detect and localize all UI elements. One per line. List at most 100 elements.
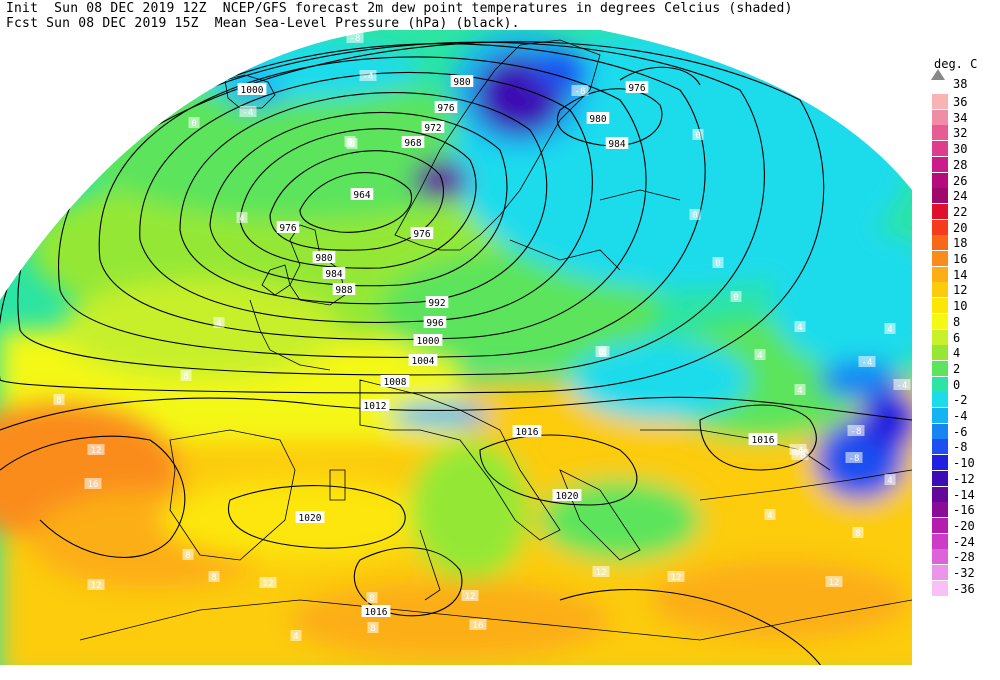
legend-top-label: 38 xyxy=(953,77,968,91)
dewpoint-label: -8 xyxy=(575,87,586,97)
dewpoint-label-bg xyxy=(344,136,356,147)
legend-label: 20 xyxy=(953,220,968,235)
legend-swatch xyxy=(932,549,948,565)
isobar-label: 996 xyxy=(426,318,443,329)
dewpoint-label: 4 xyxy=(887,476,892,486)
legend-title: deg. C xyxy=(934,57,978,71)
legend-swatch xyxy=(932,470,948,486)
isobar-label: 976 xyxy=(413,229,430,240)
dewpoint-label: 12 xyxy=(465,592,476,602)
isobar-label: 1016 xyxy=(365,607,388,618)
isobar-label-bg xyxy=(450,75,474,87)
dewpoint-label-bg xyxy=(847,425,865,436)
dewpoint-label: 0 xyxy=(347,138,352,148)
dewpoint-label: 0 xyxy=(191,119,196,129)
dewpoint-label: 4 xyxy=(887,325,892,335)
legend-label: -4 xyxy=(953,409,968,423)
dewpoint-label: -4 xyxy=(243,108,254,118)
dewpoint-label: 0 xyxy=(598,348,603,358)
isobar-label-bg xyxy=(625,81,649,93)
legend-swatch xyxy=(932,203,948,219)
isobar-label-bg xyxy=(237,83,267,95)
isobar-label-bg xyxy=(295,511,325,523)
dewpoint-label-bg xyxy=(592,566,610,577)
dewpoint-label: -8 xyxy=(849,454,860,464)
legend-label: 2 xyxy=(953,361,961,376)
legend-swatch xyxy=(932,580,948,596)
legend-label: -8 xyxy=(953,440,968,455)
isobar-label-bg xyxy=(413,334,443,346)
dewpoint-label-bg xyxy=(852,527,864,538)
isobar-label: 964 xyxy=(353,190,370,201)
legend-swatch xyxy=(932,298,948,314)
isobar-label-bg xyxy=(552,489,582,501)
legend-label: -16 xyxy=(953,503,975,518)
dewpoint-label: 4 xyxy=(239,214,244,224)
dewpoint-label-bg xyxy=(571,85,589,96)
dewpoint-label: 4 xyxy=(293,632,298,642)
legend-swatch xyxy=(932,156,948,172)
dewpoint-label-bg xyxy=(259,577,277,588)
legend-label: 22 xyxy=(953,204,968,219)
isobar-label: 1020 xyxy=(556,491,579,502)
dewpoint-label-bg xyxy=(794,384,806,395)
dewpoint-label-bg xyxy=(884,323,896,334)
dewpoint-label: -8 xyxy=(350,34,361,44)
isobar-label: 992 xyxy=(428,298,445,309)
dewpoint-label-bg xyxy=(794,321,806,332)
dewpoint-label: 12 xyxy=(91,581,102,591)
isobar-label: 972 xyxy=(424,123,441,134)
isobar-label: 976 xyxy=(279,223,296,234)
dewpoint-label-bg xyxy=(692,129,704,140)
isobar-label-bg xyxy=(380,375,410,387)
legend-swatch xyxy=(932,486,948,502)
isobar-label-bg xyxy=(276,221,300,233)
isobar-label-bg xyxy=(401,136,425,148)
dewpoint-label-bg xyxy=(53,394,65,405)
dewpoint-label-bg xyxy=(346,32,364,43)
dewpoint-label-bg xyxy=(366,592,378,603)
legend-label: 18 xyxy=(953,236,968,251)
dewpoint-label-bg xyxy=(461,590,479,601)
legend-swatch xyxy=(932,376,948,392)
legend-swatch xyxy=(932,502,948,518)
dewpoint-label: -4 xyxy=(241,46,252,56)
legend-label: 0 xyxy=(953,377,961,392)
dewpoint-label-bg xyxy=(180,370,192,381)
isobar-label: 1000 xyxy=(417,336,440,347)
dewpoint-label-bg xyxy=(236,212,248,223)
header-forecast-line: Fcst Sun 08 DEC 2019 15Z Mean Sea-Level … xyxy=(6,16,520,31)
dewpoint-label: 4 xyxy=(757,351,762,361)
isobar-label: 984 xyxy=(325,269,342,280)
dewpoint-label: 8 xyxy=(183,372,188,382)
dewpoint-label: 4 xyxy=(767,511,772,521)
dewpoint-label: 16 xyxy=(473,621,484,631)
isobar-label: 1016 xyxy=(752,435,775,446)
dewpoint-label: 4 xyxy=(797,323,802,333)
legend-swatch xyxy=(932,141,948,157)
legend-swatch xyxy=(932,533,948,549)
legend-label: 4 xyxy=(953,346,961,361)
legend-label: -20 xyxy=(953,518,975,533)
legend-label: -2 xyxy=(953,393,968,408)
isobar-label-bg xyxy=(322,267,346,279)
isobar-label: 980 xyxy=(453,77,470,88)
isobar-label: 1004 xyxy=(412,356,435,367)
legend-swatch xyxy=(932,282,948,298)
isobar-label-bg xyxy=(332,283,356,295)
dewpoint-label-bg xyxy=(188,117,200,128)
legend-label: 32 xyxy=(953,126,968,141)
dewpoint-label: 0 xyxy=(695,131,700,141)
legend-label: -12 xyxy=(953,471,975,486)
isobar-label-bg xyxy=(605,137,629,149)
isobar-label-bg xyxy=(434,101,458,113)
dewpoint-label-bg xyxy=(858,356,876,367)
isobar-label: 976 xyxy=(628,83,645,94)
legend-label: 30 xyxy=(953,142,968,157)
dewpoint-label: 8 xyxy=(56,396,61,406)
dewpoint-label-bg xyxy=(764,509,776,520)
isobar-label: 1016 xyxy=(516,427,539,438)
dewpoint-label: -8 xyxy=(795,451,806,461)
